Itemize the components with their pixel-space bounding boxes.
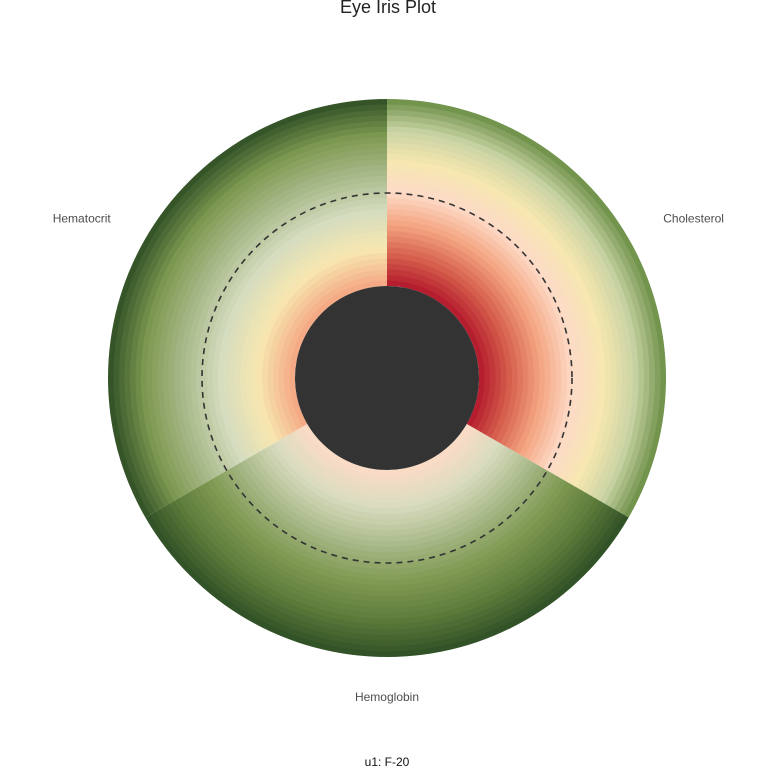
iris-ring-band [162,153,387,491]
iris-ring-band [387,197,568,469]
iris-ring-band [211,202,387,466]
pupil [295,286,479,470]
iris-ring-band [277,268,387,433]
category-label-hemoglobin: Hemoglobin [355,690,419,704]
iris-ring-band [228,219,387,458]
iris-rings [108,99,666,657]
iris-ring-band [387,142,623,496]
iris-ring-band [387,180,585,477]
iris-ring-band [387,224,541,455]
iris-ring-band [268,443,506,515]
iris-ring-band [235,462,539,554]
iris-ring-band [387,136,629,499]
iris-ring-band [387,219,546,458]
iris-ring-band [211,476,563,581]
iris-ring-band [239,230,387,452]
iris-ring-band [255,246,387,444]
iris-ring-band [387,246,519,444]
iris-ring-band [387,213,552,461]
iris-ring-band [387,175,590,480]
category-label-hematocrit: Hematocrit [53,212,112,226]
iris-ring-band [272,263,387,436]
iris-segment-hemoglobin [145,424,629,657]
iris-ring-band [184,175,387,480]
iris-ring-band [273,440,501,510]
category-labels: Cholesterol Hemoglobin Hematocrit [53,212,724,705]
iris-ring-band [387,252,513,441]
chart-caption: u1: F-20 [365,755,410,768]
iris-ring-band [140,131,387,502]
iris-ring-band [283,274,388,430]
iris-ring-band [195,186,387,474]
iris-ring-band [263,446,511,521]
iris-ring-band [387,208,557,463]
iris-ring-band [387,279,486,428]
iris-ring-band [287,432,487,493]
iris-ring-band [206,197,387,469]
iris-ring-band [387,186,579,474]
iris-ring-band [387,147,618,494]
iris-ring-band [387,263,502,436]
iris-ring-band [266,257,387,439]
iris-ring-band [261,252,387,441]
iris-ring-band [387,153,612,491]
iris-ring-band [282,435,492,499]
iris-ring-band [233,224,387,455]
iris-ring-band [387,158,607,488]
iris-ring-band [250,241,387,447]
iris-ring-band [278,437,496,504]
iris-ring-band [221,470,553,570]
iris-ring-band [387,268,497,433]
iris-ring-band [387,230,535,452]
iris-ring-band [387,257,508,439]
iris-ring-band [292,429,482,488]
iris-ring-band [200,191,387,472]
iris-ring-band [202,481,572,592]
iris-ring-band [230,465,544,559]
iris-ring-band [249,454,525,537]
iris-ring-band [178,169,387,483]
iris-ring-band [288,279,387,428]
iris-ring-band [387,191,574,472]
category-label-cholesterol: Cholesterol [663,212,724,226]
chart-title: Eye Iris Plot [340,0,436,17]
iris-ring-band [387,169,596,483]
iris-ring-band [387,164,601,485]
iris-ring-band [297,426,477,482]
iris-ring-band [145,136,387,499]
iris-ring-band [302,424,472,477]
iris-ring-band [156,147,387,494]
iris-ring-band [167,158,387,488]
iris-ring-band [244,235,387,450]
iris-ring-band [387,235,530,450]
iris-ring-band [222,213,387,461]
iris-ring-band [173,164,387,485]
iris-ring-band [387,125,640,505]
iris-segment-hematocrit [108,99,388,518]
iris-ring-band [225,468,549,565]
iris-ring-band [254,451,520,532]
iris-ring-band [197,484,577,598]
reference-ring [201,192,573,564]
iris-ring-band [387,274,491,430]
iris-ring-band [206,479,568,587]
iris-ring-band [134,125,387,505]
iris-ring-band [387,131,634,502]
iris-ring-band [151,142,387,496]
iris-segment-cholesterol [387,99,666,518]
iris-ring-band [192,487,582,603]
iris-ring-band [217,208,387,463]
iris-ring-band [240,459,534,548]
iris-ring-band [244,457,530,543]
iris-ring-band [189,180,387,477]
iris-ring-band [259,448,515,526]
iris-ring-band [216,473,558,576]
iris-ring-band [387,202,563,466]
iris-ring-band [387,241,524,447]
